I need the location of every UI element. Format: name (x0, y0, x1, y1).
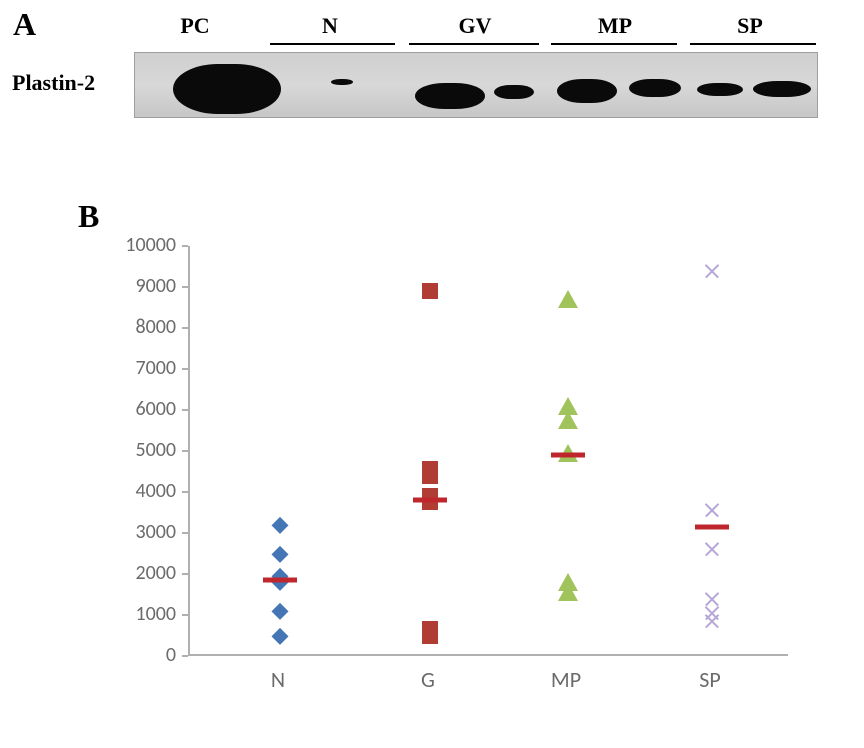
point-g-6 (422, 283, 438, 299)
ytick-label: 9000 (108, 274, 176, 298)
blot-header-underline-sp (690, 43, 816, 45)
ytick-label: 4000 (108, 479, 176, 503)
blot-header-gv: GV (445, 13, 505, 39)
plot-area (188, 246, 788, 656)
blot-band-6 (697, 83, 743, 96)
mean-bar-n (263, 578, 297, 583)
ytick-mark (182, 614, 188, 616)
scatter-chart: 0100020003000400050006000700080009000100… (108, 240, 798, 710)
point-sp-2 (703, 590, 721, 608)
ytick-label: 1000 (108, 602, 176, 626)
ytick-mark (182, 409, 188, 411)
ytick-label: 8000 (108, 315, 176, 339)
point-sp-5 (703, 262, 721, 280)
blot-band-7 (753, 81, 811, 97)
point-mp-4 (558, 397, 578, 415)
blot-band-5 (629, 79, 681, 97)
point-g-5 (422, 461, 438, 477)
blot-header-pc: PC (165, 13, 225, 39)
ytick-label: 2000 (108, 561, 176, 585)
mean-bar-g (413, 498, 447, 503)
blot-header-underline-gv (409, 43, 539, 45)
ytick-mark (182, 327, 188, 329)
ytick-label: 3000 (108, 520, 176, 544)
ytick-mark (182, 368, 188, 370)
blot-header-mp: MP (585, 13, 645, 39)
ytick-mark (182, 245, 188, 247)
ytick-mark (182, 573, 188, 575)
blot-band-0 (173, 64, 281, 114)
ytick-mark (182, 491, 188, 493)
ytick-label: 0 (108, 643, 176, 667)
blot-header-sp: SP (720, 13, 780, 39)
blot-band-1 (331, 79, 353, 85)
ytick-mark (182, 450, 188, 452)
ytick-mark (182, 286, 188, 288)
mean-bar-sp (695, 524, 729, 529)
plastin2-label: Plastin-2 (12, 70, 95, 96)
point-mp-1 (558, 573, 578, 591)
xtick-label-mp: MP (536, 666, 596, 693)
ytick-label: 6000 (108, 397, 176, 421)
xtick-label-sp: SP (680, 666, 740, 693)
ytick-label: 10000 (108, 233, 176, 257)
blot-header-underline-n (270, 43, 395, 45)
point-n-4 (272, 545, 288, 561)
xtick-label-g: G (398, 666, 458, 693)
mean-bar-mp (551, 453, 585, 458)
ytick-mark (182, 532, 188, 534)
point-sp-3 (703, 540, 721, 558)
point-mp-5 (558, 290, 578, 308)
blot-band-3 (494, 85, 534, 99)
point-n-1 (272, 603, 288, 619)
blot-header-underline-mp (551, 43, 677, 45)
point-sp-4 (703, 501, 721, 519)
blot-band-4 (557, 79, 617, 103)
panel-b-label: B (78, 198, 99, 235)
blot-header-n: N (300, 13, 360, 39)
xtick-label-n: N (248, 666, 308, 693)
panel-a-label: A (13, 6, 36, 43)
ytick-label: 7000 (108, 356, 176, 380)
point-n-5 (272, 517, 288, 533)
ytick-mark (182, 655, 188, 657)
point-n-0 (272, 628, 288, 644)
ytick-label: 5000 (108, 438, 176, 462)
point-g-1 (422, 621, 438, 637)
western-blot-gel (134, 52, 818, 118)
blot-band-2 (415, 83, 485, 109)
